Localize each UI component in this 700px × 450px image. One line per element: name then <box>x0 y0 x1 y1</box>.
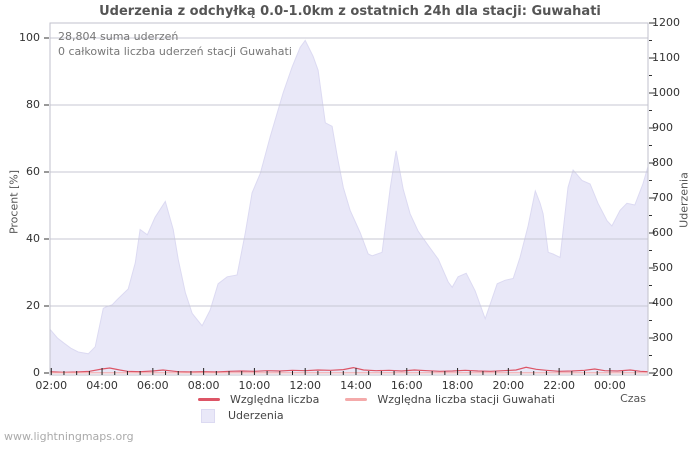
legend-row-1: Względna liczba Względna liczba stacji G… <box>198 392 581 407</box>
right-axis-tick-label: 1100 <box>652 51 680 64</box>
chart-title: Uderzenia z odchyłką 0.0-1.0km z ostatni… <box>99 4 601 19</box>
right-axis-tick-label: 1200 <box>652 16 680 29</box>
legend: Względna liczba Względna liczba stacji G… <box>198 392 581 423</box>
right-axis-tick-label: 300 <box>652 331 673 344</box>
legend-label-station-relative-count: Względna liczba stacji Guwahati <box>377 393 555 406</box>
left-axis-tick-label: 60 <box>26 165 40 178</box>
right-axis-tick-label: 200 <box>652 366 673 379</box>
left-axis-tick-label: 40 <box>26 232 40 245</box>
x-axis-tick-label: 04:00 <box>86 379 118 392</box>
plot-border <box>49 22 649 376</box>
left-axis-tick-label: 80 <box>26 98 40 111</box>
x-axis-tick-label: 20:00 <box>492 379 525 392</box>
right-axis-tick-label: 700 <box>652 191 673 204</box>
legend-label-strikes: Uderzenia <box>228 409 284 422</box>
y-axis-label-right: Uderzenia <box>677 172 691 228</box>
watermark-url: www.lightningmaps.org <box>4 430 134 443</box>
right-axis-tick-label: 500 <box>652 261 673 274</box>
left-axis-tick-label: 20 <box>26 299 40 312</box>
annotation-station-strikes: 0 całkowita liczba uderzeń stacji Guwaha… <box>58 45 292 58</box>
legend-row-2: Uderzenia <box>198 408 581 423</box>
right-axis-tick-label: 400 <box>652 296 673 309</box>
legend-swatch-strikes-icon <box>201 408 215 423</box>
x-axis-tick-label: 16:00 <box>390 379 423 392</box>
legend-item-relative-count: Względna liczba <box>198 393 319 406</box>
annotation-total-strikes: 28,804 suma uderzeń <box>58 30 179 43</box>
area-series-strikes <box>49 39 649 374</box>
x-axis-tick-label: 08:00 <box>187 379 220 392</box>
right-axis-tick-label: 900 <box>652 121 673 134</box>
legend-label-relative-count: Względna liczba <box>230 393 320 406</box>
legend-item-strikes: Uderzenia <box>198 408 284 423</box>
right-axis-tick-label: 800 <box>652 156 673 169</box>
left-axis-tick-label: 100 <box>19 31 40 44</box>
x-axis-tick-label: 02:00 <box>35 379 68 392</box>
right-axis-tick-label: 1000 <box>652 86 680 99</box>
legend-swatch-station-relative-count-icon <box>345 398 368 401</box>
x-axis-label: Czas <box>620 392 646 405</box>
legend-swatch-relative-count-icon <box>198 398 220 401</box>
x-axis-tick-label: 14:00 <box>340 379 372 392</box>
x-axis-tick-label: 00:00 <box>594 379 626 392</box>
x-axis-tick-label: 06:00 <box>136 379 169 392</box>
x-axis-tick-label: 22:00 <box>543 379 575 392</box>
x-axis-tick-label: 10:00 <box>238 379 271 392</box>
y-axis-label-left: Procent [%] <box>7 169 21 235</box>
x-axis-tick-label: 12:00 <box>289 379 322 392</box>
left-axis-tick-label: 0 <box>33 366 40 379</box>
legend-item-station-relative-count: Względna liczba stacji Guwahati <box>345 393 555 406</box>
line-series-relative <box>49 366 649 373</box>
x-axis-tick-label: 18:00 <box>441 379 474 392</box>
right-axis-tick-label: 600 <box>652 226 673 239</box>
